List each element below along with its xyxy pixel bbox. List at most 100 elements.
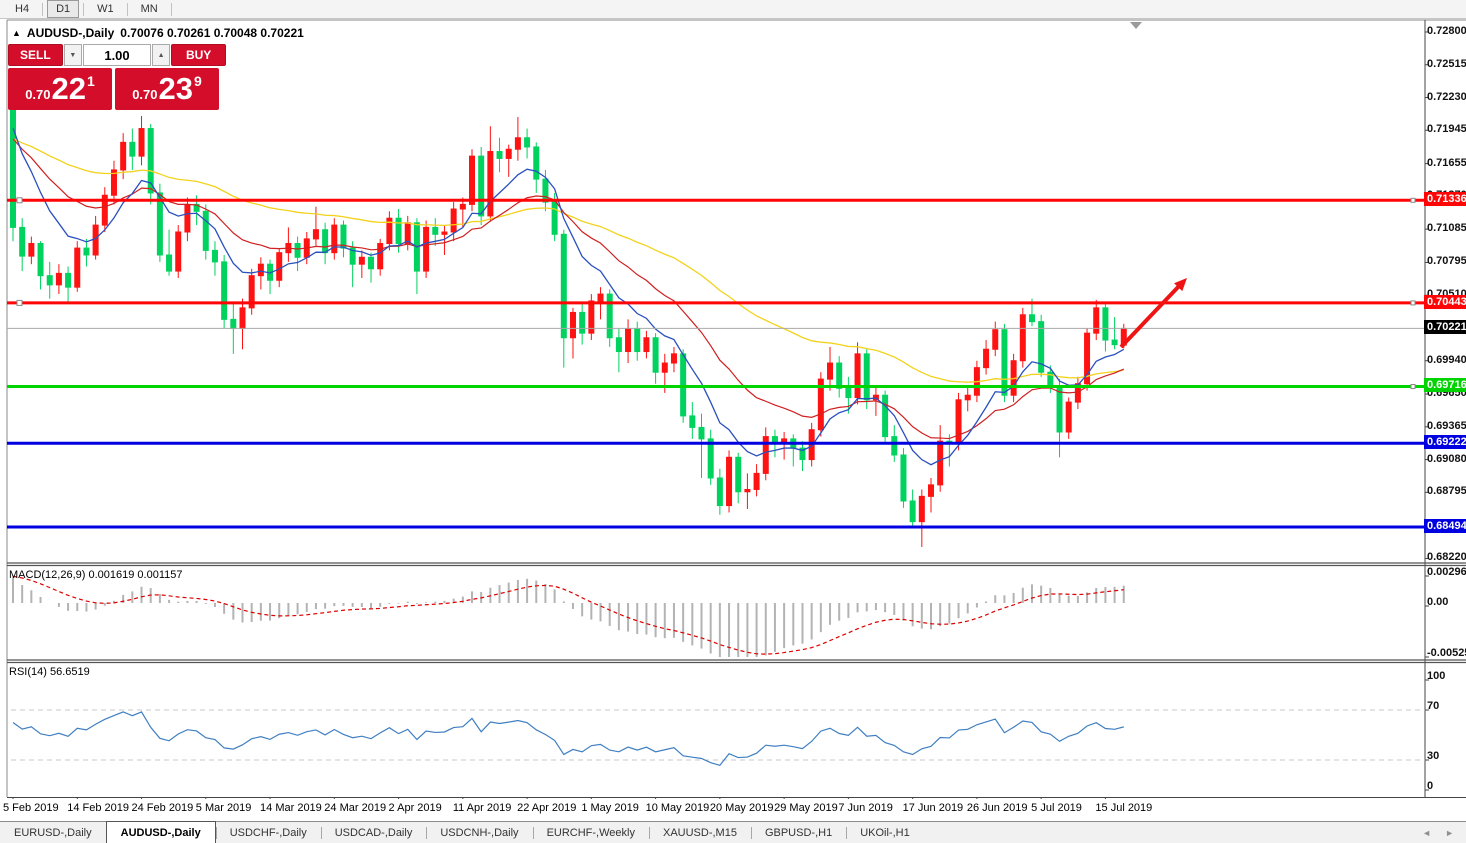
price-level-label: 0.71336 [1424,192,1466,207]
candle-body [101,194,108,226]
candle-body [689,415,696,428]
candle-body [918,495,925,523]
candle-body [836,362,843,389]
price-axis-tick: 0.70795 [1427,255,1466,268]
date-axis-label: 24 Feb 2019 [131,802,194,814]
line-anchor-handle[interactable] [16,197,23,204]
candle-body [514,137,521,150]
trend-arrow[interactable] [1119,282,1183,349]
candle-body [505,148,512,159]
tab-scroll-left-icon[interactable]: ◄ [1422,828,1432,838]
candle-body [983,348,990,369]
candle-body [65,272,72,288]
chart-tab-bar: EURUSD-,Daily AUDUSD-,Daily USDCHF-,Daily U… [0,821,1466,843]
date-axis-label: 29 May 2019 [774,802,838,814]
candle-body [312,229,319,240]
chart-tab-usdcnh-daily[interactable]: USDCNH-,Daily [426,822,532,843]
chart-tab-audusd-daily[interactable]: AUDUSD-,Daily [105,821,216,843]
price-axis-tick: 0.69940 [1427,353,1466,366]
timeframe-button-mn[interactable]: MN [140,3,158,15]
candle-body [762,436,769,474]
candle-body [1093,307,1100,334]
candle-body [1038,321,1045,373]
macd-axis-tick: 0.00 [1427,596,1449,608]
date-axis-label: 20 May 2019 [709,802,774,814]
candle-body [469,155,475,205]
candle-body [1111,339,1118,346]
candle-body [579,311,586,334]
volume-input[interactable] [83,44,151,66]
tab-scroll-right-icon[interactable]: ► [1445,828,1454,838]
buy-price-big-digits: 23 [158,71,193,106]
candle-body [129,141,136,157]
timeframe-button-h4[interactable]: H4 [15,3,30,15]
line-anchor-handle[interactable] [16,299,23,306]
sell-price-box[interactable]: 0.70 22 1 [8,68,112,110]
chart-tab-ukoil-h1[interactable]: UKOil-,H1 [846,822,924,843]
rsi-axis-tick: 0 [1427,780,1434,792]
toolbar-separator [83,2,85,16]
buy-price-prefix: 0.70 [132,86,158,102]
candle-body [276,252,283,281]
sell-price-pipette: 1 [87,73,95,89]
price-chart-canvas[interactable] [3,19,1466,843]
price-axis-tick: 0.68795 [1427,485,1466,498]
price-axis-tick: 0.72800 [1427,25,1466,37]
candle-body [551,201,558,235]
candle-body [937,440,944,486]
timeframe-toolbar: H4 D1 W1 MN [0,0,1466,19]
chart-tab-eurchf-weekly[interactable]: EURCHF-,Weekly [532,822,649,843]
candle-body [615,337,622,353]
sell-button[interactable]: SELL [8,44,63,66]
candle-body [184,203,191,233]
candle-body [322,229,329,254]
symbol-period-label: AUDUSD-,Daily [26,26,115,40]
trend-arrow-head[interactable] [1174,278,1187,292]
candle-body [542,178,549,203]
buy-button[interactable]: BUY [171,44,226,66]
candle-body [661,362,668,373]
macd-axis-tick: 0.002962 [1427,566,1466,578]
price-axis-tick: 0.72515 [1427,57,1466,70]
volume-increment-button[interactable]: ▲ [152,44,171,66]
candle-body [652,337,659,373]
candle-body [955,399,962,444]
time-axis[interactable]: 5 Feb 2019 14 Feb 2019 24 Feb 2019 5 Mar 20… [0,799,1466,820]
line-anchor-handle[interactable] [1410,383,1416,389]
chart-tab-usdcad-daily[interactable]: USDCAD-,Daily [320,822,427,843]
candle-body [386,217,393,244]
timeframe-button-w1[interactable]: W1 [97,3,114,15]
candle-body [1084,332,1091,385]
candle-body [726,456,733,507]
timeframe-button-d1[interactable]: D1 [47,0,80,18]
collapse-triangle-icon[interactable]: ▲ [12,28,21,38]
date-axis-label: 10 May 2019 [645,802,710,814]
candle-body [441,231,448,235]
candle-body [680,353,687,417]
candle-body [863,353,870,401]
chart-tab-gbpusd-h1[interactable]: GBPUSD-,H1 [750,822,846,843]
candle-body [1065,401,1072,433]
line-anchor-handle[interactable] [1410,300,1416,306]
candle-body [882,394,889,438]
trade-prices-row: 0.70 22 1 0.70 23 9 [8,68,226,110]
buy-price-box[interactable]: 0.70 23 9 [115,68,219,110]
candle-body [294,242,301,258]
candle-body [698,426,705,440]
chart-tab-usdchf-daily[interactable]: USDCHF-,Daily [215,822,321,843]
date-axis-label: 14 Mar 2019 [260,802,322,814]
date-axis-label: 14 Feb 2019 [67,802,130,814]
line-anchor-handle[interactable] [1410,197,1416,203]
macd-axis-tick: -0.005255 [1427,647,1466,659]
candle-body [606,293,613,339]
candle-body [625,328,632,353]
candle-body [1102,307,1109,341]
price-level-label: 0.69716 [1424,378,1466,393]
candle-body [1019,314,1026,362]
candle-body [533,146,540,180]
volume-decrement-button[interactable]: ▼ [63,44,82,66]
chart-tab-xauusd-m15[interactable]: XAUUSD-,M15 [648,822,751,843]
chart-shift-marker-icon[interactable] [1130,22,1142,29]
chart-tab-eurusd-daily[interactable]: EURUSD-,Daily [14,827,92,839]
macd-signal-line [12,575,1124,655]
